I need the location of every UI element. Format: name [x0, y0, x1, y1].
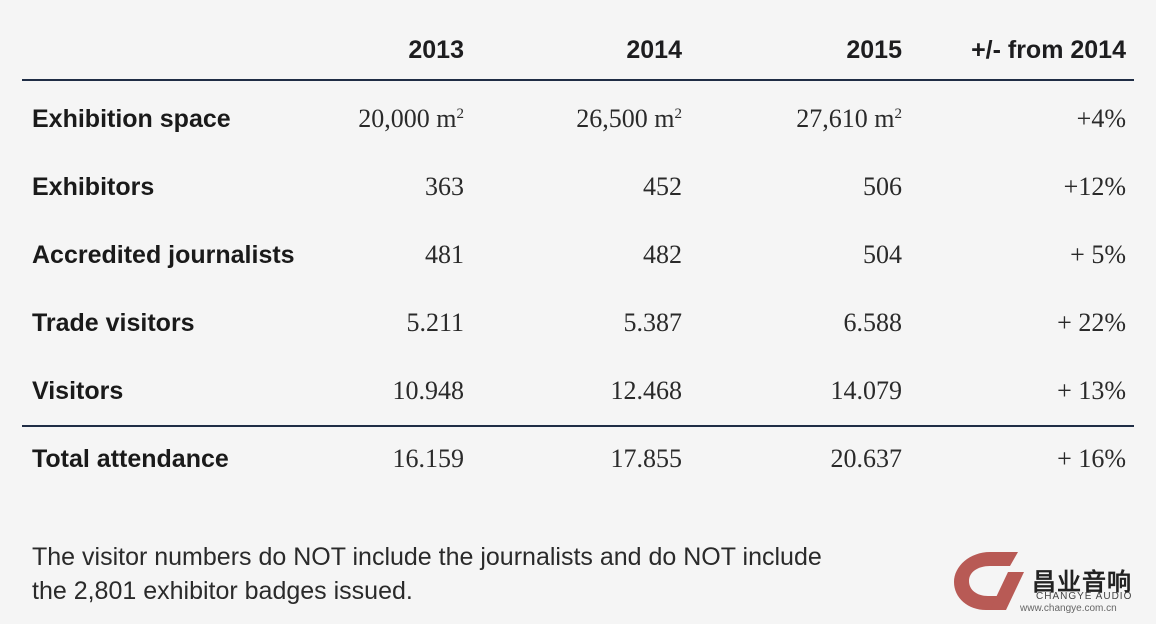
total-row: Total attendance 16.159 17.855 20.637 + …	[22, 425, 1134, 491]
cell-2015: 6.588	[843, 308, 903, 337]
footnote: The visitor numbers do NOT include the j…	[32, 540, 912, 608]
cell-2014: 452	[643, 172, 682, 201]
header-2013: 2013	[320, 22, 472, 81]
header-change: +/- from 2014	[910, 22, 1134, 81]
cell-2014: 26,500 m2	[576, 104, 682, 133]
total-change: + 16%	[910, 425, 1134, 491]
logo-name-cn: 昌业音响	[1032, 569, 1132, 596]
cell-2014: 12.468	[610, 376, 683, 405]
row-label: Trade visitors	[32, 308, 195, 337]
cell-change: + 5%	[1070, 240, 1126, 269]
footnote-line-2: the 2,801 exhibitor badges issued.	[32, 577, 413, 605]
row-label: Visitors	[32, 376, 124, 405]
table-row: Exhibitors 363 452 506 +12%	[22, 153, 1134, 221]
cell-2015: 504	[863, 240, 902, 269]
cell-2015: 14.079	[830, 376, 903, 405]
watermark-logo: 昌业音响 CHANGYE AUDIO www.changye.com.cn	[950, 548, 1150, 618]
cell-2015: 27,610 m2	[796, 104, 902, 133]
table-row: Visitors 10.948 12.468 14.079 + 13%	[22, 357, 1134, 426]
row-label: Exhibitors	[32, 172, 155, 201]
table-row: Accredited journalists 481 482 504 + 5%	[22, 221, 1134, 289]
header-empty	[22, 22, 320, 81]
table-row: Exhibition space 20,000 m2 26,500 m2 27,…	[22, 80, 1134, 153]
logo-name-en: CHANGYE AUDIO	[1036, 591, 1133, 602]
total-2015: 20.637	[690, 425, 910, 491]
cell-change: + 13%	[1057, 376, 1126, 405]
cell-2014: 482	[643, 240, 682, 269]
total-2013: 16.159	[320, 425, 472, 491]
cell-2013: 10.948	[392, 376, 465, 405]
cell-2013: 20,000 m2	[358, 104, 464, 133]
logo-url: www.changye.com.cn	[1020, 603, 1117, 614]
header-2015: 2015	[690, 22, 910, 81]
cell-2013: 481	[425, 240, 464, 269]
cell-2015: 506	[863, 172, 902, 201]
cell-change: +12%	[1063, 172, 1126, 201]
cell-2013: 363	[425, 172, 464, 201]
table-header-row: 2013 2014 2015 +/- from 2014	[22, 22, 1134, 81]
cell-change: + 22%	[1057, 308, 1126, 337]
table-row: Trade visitors 5.211 5.387 6.588 + 22%	[22, 289, 1134, 357]
cell-change: +4%	[1076, 104, 1126, 133]
cell-2013: 5.211	[406, 308, 464, 337]
attendance-table: 2013 2014 2015 +/- from 2014 Exhibition …	[22, 22, 1134, 491]
changye-logo-icon	[954, 552, 1024, 610]
cell-2014: 5.387	[623, 308, 683, 337]
row-label: Exhibition space	[32, 104, 231, 133]
attendance-table-container: 2013 2014 2015 +/- from 2014 Exhibition …	[22, 22, 1134, 491]
footnote-line-1: The visitor numbers do NOT include the j…	[32, 543, 822, 571]
row-label: Accredited journalists	[32, 240, 295, 269]
header-2014: 2014	[472, 22, 690, 81]
total-label: Total attendance	[22, 425, 320, 491]
total-2014: 17.855	[472, 425, 690, 491]
